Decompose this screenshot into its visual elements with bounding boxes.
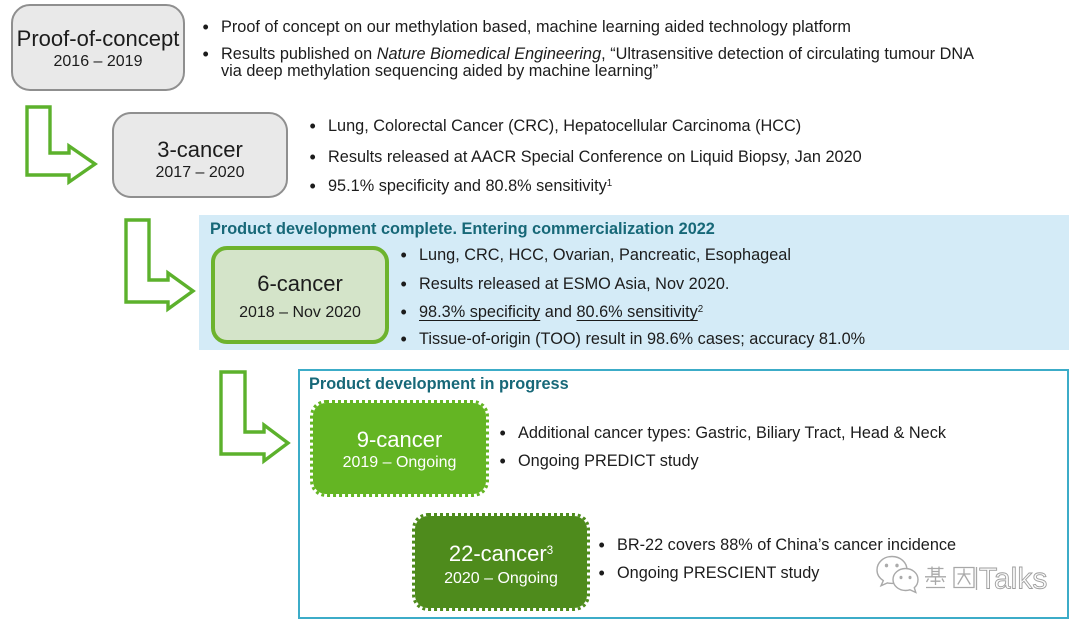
svg-text:Talks: Talks — [979, 563, 1047, 596]
